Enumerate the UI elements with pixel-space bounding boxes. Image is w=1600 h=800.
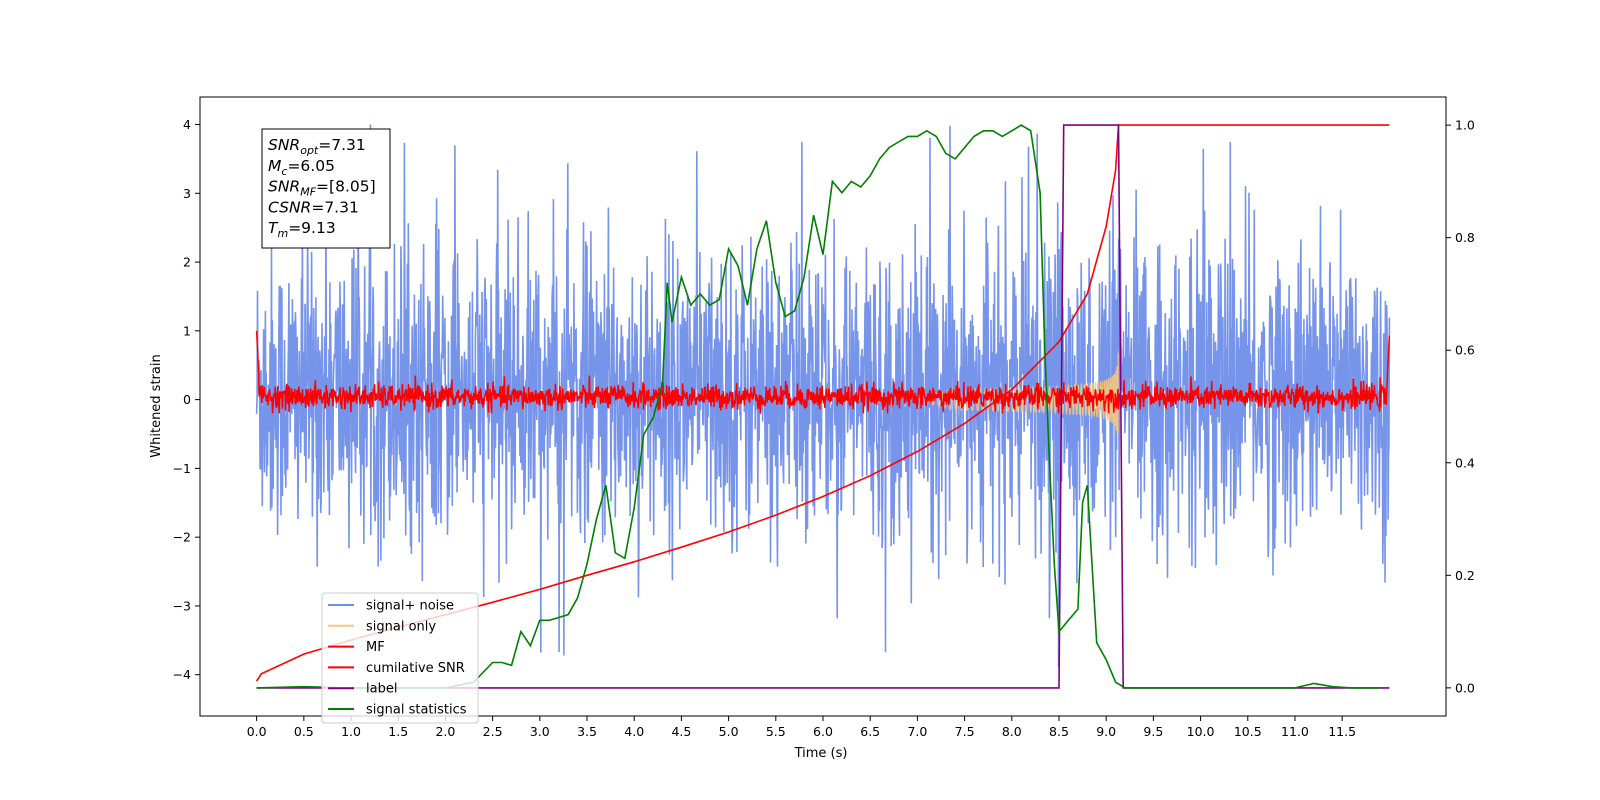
legend-entry-label: signal+ noise (366, 599, 454, 614)
y-tick-label: 4 (183, 117, 191, 132)
legend-entry-label: MF (366, 640, 385, 655)
y2-tick-label: 0.4 (1455, 455, 1475, 470)
x-tick-label: 9.5 (1143, 724, 1163, 739)
annotation-line: Mc=6.05 (268, 157, 335, 178)
x-tick-label: 3.0 (530, 724, 550, 739)
y-tick-label: −4 (173, 667, 191, 682)
y-tick-label: −3 (173, 598, 191, 613)
x-tick-label: 10.5 (1234, 724, 1262, 739)
x-tick-label: 8.0 (1002, 724, 1022, 739)
annotation-frame (261, 128, 391, 249)
x-tick-label: 4.0 (624, 724, 644, 739)
x-tick-label: 7.0 (907, 724, 927, 739)
x-tick-label: 1.5 (388, 724, 408, 739)
series-mf (255, 330, 1391, 414)
y-tick-label: 2 (183, 255, 191, 270)
series-signal-statistics (256, 124, 1380, 689)
legend: signal+ noise signal only MF cumilative SNR… (321, 592, 479, 724)
x-tick-label: 11.5 (1328, 724, 1356, 739)
annotation-line: Tm=9.13 (268, 219, 336, 240)
x-tick-label: 4.5 (671, 724, 691, 739)
x-tick-label: 5.0 (719, 724, 739, 739)
y2-tick-label: 0.8 (1455, 230, 1475, 245)
x-tick-label: 11.0 (1281, 724, 1309, 739)
x-tick-label: 8.5 (1049, 724, 1069, 739)
y-tick-label: 3 (183, 186, 191, 201)
x-tick-label: 10.0 (1187, 724, 1215, 739)
x-tick-label: 2.0 (435, 724, 455, 739)
y2-tick-label: 1.0 (1455, 118, 1475, 133)
x-tick-label: 9.0 (1096, 724, 1116, 739)
legend-frame (321, 592, 479, 724)
x-tick-label: 2.5 (483, 724, 503, 739)
y-tick-label: −1 (173, 461, 191, 476)
legend-entry-label: signal only (366, 619, 436, 634)
x-tick-label: 5.5 (766, 724, 786, 739)
x-tick-label: 0.5 (294, 724, 314, 739)
y-tick-label: 0 (183, 392, 191, 407)
annotation-line: SNRMF=[8.05] (268, 178, 376, 199)
y-axis-left: 4 3 2 1 0 −1 −2 −3 −4 (173, 117, 200, 682)
x-tick-label: 0.0 (247, 724, 267, 739)
y2-tick-label: 0.2 (1455, 568, 1475, 583)
x-tick-label: 1.0 (341, 724, 361, 739)
x-tick-label: 7.5 (955, 724, 975, 739)
x-tick-label: 6.5 (860, 724, 880, 739)
x-tick-label: 6.0 (813, 724, 833, 739)
x-tick-label: 3.5 (577, 724, 597, 739)
y-axis-label: Whitened strain (149, 354, 164, 457)
y-axis-right: 1.0 0.8 0.6 0.4 0.2 0.0 (1446, 118, 1475, 695)
y-tick-label: 1 (183, 323, 191, 338)
y2-tick-label: 0.6 (1455, 343, 1475, 358)
y2-tick-label: 0.0 (1455, 680, 1475, 695)
legend-entry-label: signal statistics (366, 703, 467, 718)
x-axis-label: Time (s) (794, 746, 848, 761)
annotation-line: SNRopt=7.31 (268, 136, 366, 157)
legend-entry-label: label (366, 682, 397, 697)
y-tick-label: −2 (173, 530, 191, 545)
legend-entry-label: cumilative SNR (366, 661, 465, 676)
x-axis: 0.0 0.5 1.0 1.5 2.0 2.5 3.0 3.5 4.0 4.5 5.0 5.5 6.0 6… (247, 716, 1356, 739)
annotation-line: CSNR=7.31 (268, 198, 359, 216)
